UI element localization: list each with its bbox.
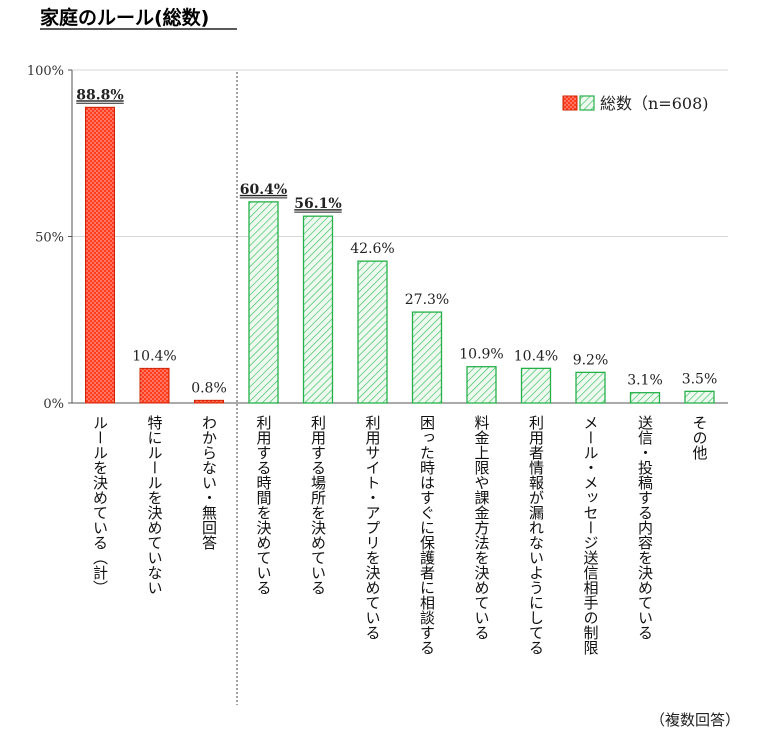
bar — [411, 311, 443, 404]
legend-swatch-detail — [579, 95, 595, 111]
category-label: 料金上限や課金方法を決めている — [473, 415, 491, 640]
category-label: 利用する時間を決めている — [255, 415, 273, 595]
y-axis-ticks: 0% 50% 100% — [27, 64, 72, 412]
category-label: 送信・投稿する内容を決めている — [636, 415, 654, 640]
value-label: 0.8% — [191, 380, 227, 396]
category-label: わからない・無回答 — [200, 415, 218, 550]
value-label: 27.3% — [405, 292, 449, 308]
y-tick-label: 50% — [35, 231, 64, 246]
value-label: 10.9% — [459, 347, 503, 363]
category-label: 困った時はすぐに保護者に相談する — [418, 415, 436, 655]
category-label: 利用する場所を決めている — [309, 415, 327, 595]
bar — [575, 371, 606, 404]
category-label: メール・メッセージ送信相手の制限 — [582, 415, 600, 655]
bars — [85, 106, 715, 404]
category-label: ルールを決めている（計） — [91, 415, 109, 595]
value-label: 10.4% — [132, 348, 176, 364]
y-tick-label: 0% — [43, 397, 64, 412]
bar — [248, 201, 279, 404]
value-label: 10.4% — [514, 348, 558, 364]
bar — [466, 366, 497, 404]
bar — [85, 106, 115, 404]
category-label: 利用者情報が漏れないようにしてる — [527, 415, 545, 655]
gridlines — [72, 69, 728, 237]
category-label: 利用サイト・アプリを決めている — [364, 415, 382, 640]
legend-swatch-summary — [562, 95, 578, 111]
y-tick-label: 100% — [27, 64, 64, 79]
category-label: その他 — [691, 415, 709, 461]
bar — [629, 392, 661, 404]
legend: 総数（n=608) — [562, 94, 709, 113]
bar — [520, 367, 552, 404]
footnote: （複数回答） — [650, 711, 740, 729]
bar — [139, 367, 170, 404]
category-labels: ルールを決めている（計） 特にルールを決めていない わからない・無回答 利用する時間を… — [91, 415, 709, 655]
value-label: 9.2% — [573, 352, 609, 368]
legend-label: 総数（n=608) — [600, 94, 709, 113]
bar — [684, 390, 715, 404]
bar — [357, 260, 388, 404]
value-label: 60.4% — [240, 182, 287, 198]
chart-title: 家庭のルール(総数) — [40, 6, 209, 29]
value-label: 88.8% — [76, 87, 123, 103]
value-label: 42.6% — [350, 241, 394, 257]
value-label: 3.5% — [682, 371, 718, 387]
category-label: 特にルールを決めていない — [146, 415, 164, 595]
value-labels: 88.8% 10.4% 0.8% 60.4% 56.1% 42.6% 27.3% 10.9% 1… — [76, 87, 717, 396]
value-label: 56.1% — [294, 196, 341, 212]
bar — [302, 215, 334, 404]
bar — [194, 399, 224, 404]
value-label: 3.1% — [627, 373, 663, 389]
